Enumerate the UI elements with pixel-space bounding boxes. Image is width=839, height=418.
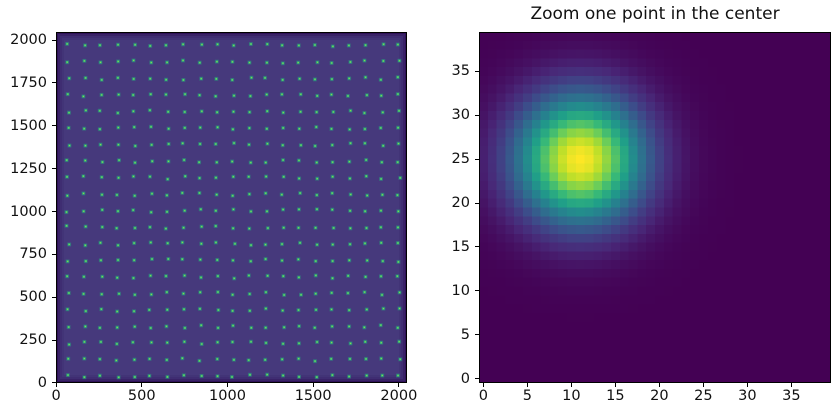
- y-tick-label: 1000: [10, 203, 47, 220]
- y-tick-label: 250: [19, 331, 47, 348]
- y-tick-label: 0: [460, 370, 470, 387]
- y-tick-mark: [475, 70, 479, 72]
- x-tick-label: 25: [694, 388, 713, 404]
- x-tick-mark: [570, 383, 572, 387]
- y-tick-mark: [52, 339, 56, 341]
- y-tick-mark: [52, 168, 56, 170]
- y-tick-label: 15: [451, 238, 470, 255]
- y-tick-label: 10: [451, 282, 470, 299]
- x-tick-mark: [55, 383, 57, 387]
- x-tick-label: 15: [606, 388, 625, 404]
- y-tick-mark: [52, 125, 56, 127]
- x-tick-mark: [702, 383, 704, 387]
- x-tick-mark: [482, 383, 484, 387]
- x-tick-label: 0: [478, 388, 489, 404]
- x-tick-mark: [141, 383, 143, 387]
- y-tick-label: 5: [460, 326, 470, 343]
- x-tick-label: 1500: [294, 388, 332, 404]
- zoom-plot-title: Zoom one point in the center: [530, 4, 780, 24]
- y-tick-mark: [475, 290, 479, 292]
- x-tick-label: 30: [738, 388, 757, 404]
- y-tick-label: 30: [451, 107, 470, 124]
- y-tick-mark: [52, 211, 56, 213]
- x-tick-label: 5: [522, 388, 533, 404]
- y-tick-label: 0: [37, 374, 47, 391]
- y-tick-mark: [52, 296, 56, 298]
- x-tick-label: 1000: [209, 388, 246, 404]
- zoom-heatmap-image: [479, 32, 831, 383]
- y-tick-mark: [475, 378, 479, 380]
- x-tick-mark: [398, 383, 400, 387]
- y-tick-mark: [475, 334, 479, 336]
- full-field-plot: 0 500 1000 1500 2000 0 250 500 750 1000 1250 1500 17…: [10, 32, 417, 403]
- y-tick-mark: [475, 158, 479, 160]
- x-tick-mark: [746, 383, 748, 387]
- y-tick-mark: [475, 114, 479, 116]
- y-tick-mark: [52, 82, 56, 84]
- x-tick-mark: [658, 383, 660, 387]
- x-tick-mark: [226, 383, 228, 387]
- x-tick-mark: [614, 383, 616, 387]
- y-tick-label: 1500: [10, 117, 47, 134]
- y-tick-label: 750: [19, 246, 47, 263]
- y-tick-label: 20: [451, 194, 470, 211]
- zoom-plot: Zoom one point in the center 0 5 10 15 20 25 3…: [452, 4, 831, 403]
- x-tick-label: 35: [782, 388, 801, 404]
- x-tick-label: 20: [650, 388, 669, 404]
- y-tick-label: 1250: [10, 160, 47, 177]
- y-tick-mark: [52, 39, 56, 41]
- full-field-heatmap-image: [56, 32, 407, 383]
- x-tick-mark: [526, 383, 528, 387]
- y-tick-mark: [475, 202, 479, 204]
- x-tick-label: 2000: [380, 388, 418, 404]
- x-tick-mark: [790, 383, 792, 387]
- y-tick-label: 500: [19, 288, 47, 305]
- y-tick-label: 25: [451, 150, 470, 167]
- y-tick-mark: [52, 253, 56, 255]
- y-tick-mark: [52, 382, 56, 384]
- y-tick-label: 1750: [10, 74, 47, 91]
- x-tick-mark: [312, 383, 314, 387]
- y-tick-label: 2000: [10, 31, 47, 48]
- x-tick-label: 0: [51, 388, 61, 404]
- x-tick-label: 10: [562, 388, 581, 404]
- y-tick-label: 35: [451, 63, 470, 80]
- y-tick-mark: [475, 246, 479, 248]
- x-tick-label: 500: [127, 388, 156, 404]
